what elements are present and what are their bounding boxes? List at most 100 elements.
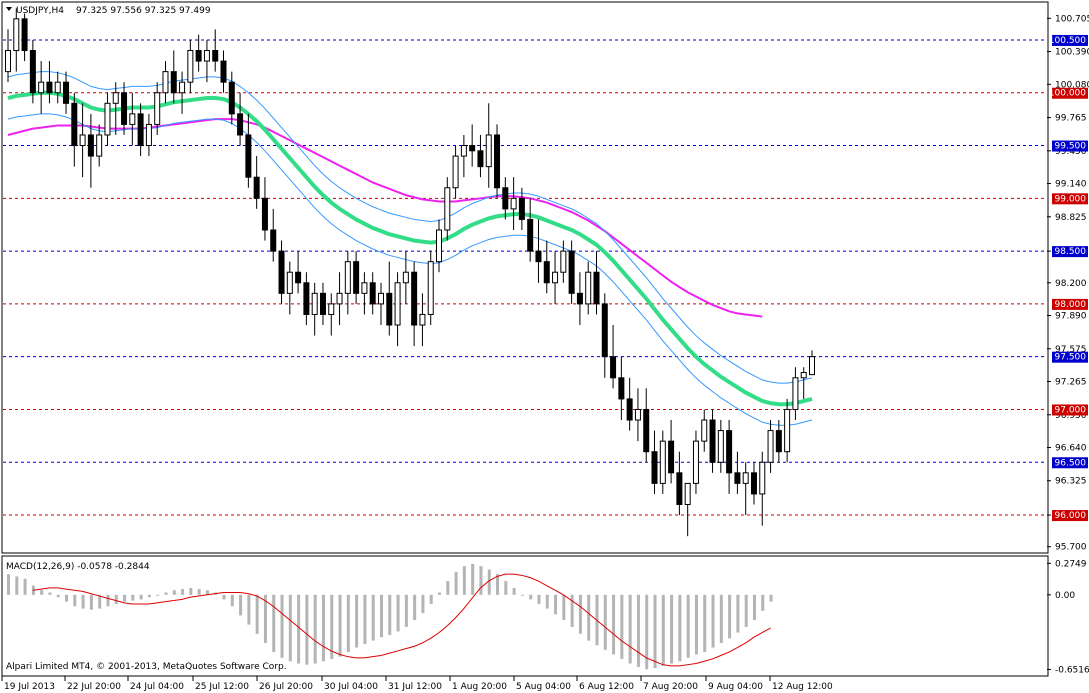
candle-body [784, 408, 791, 453]
level-price-box [1052, 87, 1088, 99]
macd-histogram-bar [496, 574, 500, 595]
price-tick-label: 96.325 [1055, 477, 1087, 487]
candle-body [750, 472, 757, 495]
macd-histogram-bar [645, 594, 649, 670]
macd-histogram-bar [73, 594, 77, 607]
candle-body [535, 250, 542, 263]
macd-histogram-bar [297, 594, 301, 664]
candle-body [154, 92, 161, 125]
macd-histogram-bar [355, 594, 359, 648]
level-price-label: 98.000 [1055, 300, 1087, 310]
macd-histogram-bar [438, 592, 442, 595]
macd-histogram-bar [587, 594, 591, 641]
macd-histogram-bar [181, 589, 185, 595]
macd-histogram-bar [694, 594, 698, 655]
candle-body [5, 50, 11, 73]
macd-histogram-bar [98, 594, 102, 609]
candle-body [618, 377, 625, 400]
candle-body [568, 250, 575, 294]
level-price-box [1052, 351, 1088, 363]
candle-body [651, 451, 658, 484]
macd-histogram-bar [40, 590, 44, 595]
candle-body [253, 176, 260, 199]
candle-body [319, 292, 326, 315]
macd-histogram-bar [471, 563, 475, 595]
macd-histogram-bar [711, 594, 715, 648]
price-tick-label: 100.080 [1055, 80, 1089, 90]
candle-body [427, 261, 434, 315]
candle-body [38, 81, 45, 94]
macd-histogram-bar [578, 594, 582, 634]
macd-histogram-bar [81, 594, 85, 609]
candle-body [377, 292, 384, 305]
candle-body [411, 271, 418, 326]
candle-body [203, 50, 210, 62]
macd-histogram-bar [404, 594, 408, 627]
candle-body [659, 440, 666, 484]
level-price-box [1052, 193, 1088, 205]
candle-body [601, 303, 608, 358]
macd-histogram-bar [653, 594, 657, 669]
macd-histogram-bar [106, 594, 110, 607]
level-price-box [1052, 404, 1088, 416]
candle-body [610, 356, 617, 379]
macd-histogram-bar [454, 571, 458, 595]
macd-histogram-bar [678, 594, 682, 662]
candle-body [96, 134, 103, 157]
candle-body [676, 472, 683, 505]
time-tick-label: 1 Aug 20:00 [452, 682, 507, 692]
macd-histogram-bar [504, 581, 508, 595]
macd-histogram-bar [164, 592, 168, 595]
moving-averages [7, 71, 813, 426]
candle-body [668, 440, 675, 474]
macd-histogram-bar [396, 594, 400, 632]
macd-histogram-bar [719, 594, 723, 643]
time-tick-label: 12 Aug 12:00 [772, 682, 833, 692]
candle-body [709, 419, 716, 463]
macd-histogram-bar [371, 594, 375, 641]
macd-histogram-bar [131, 594, 135, 601]
chart-dropdown-icon[interactable] [6, 7, 12, 11]
candle-body [593, 271, 600, 305]
main-pane-frame [1, 1, 1049, 554]
candle-body [518, 197, 525, 220]
candle-body [585, 271, 592, 305]
candle-body [809, 356, 815, 376]
level-price-label: 100.000 [1049, 89, 1086, 99]
candle-body [800, 372, 807, 379]
candle-body [386, 292, 393, 326]
candle-body [295, 271, 302, 284]
macd-histogram-bar [554, 594, 558, 615]
time-tick-label: 30 Jul 04:00 [324, 682, 378, 692]
macd-histogram-bar [620, 594, 624, 659]
macd-histogram-bar [363, 594, 367, 645]
price-tick-label: 97.890 [1055, 312, 1087, 322]
candle-body [527, 218, 534, 252]
candle-body [692, 440, 699, 484]
candle-body [560, 250, 567, 273]
macd-histogram-bar [272, 594, 276, 653]
macd-pane: 0.2749 0.00 -0.6516 [7, 559, 1089, 675]
price-tick-label: 99.450 [1055, 147, 1087, 157]
price-tick-label: 97.265 [1055, 377, 1087, 387]
time-tick-label: 22 Jul 20:00 [67, 682, 121, 692]
candles [5, 8, 815, 537]
macd-histogram-bar [736, 594, 740, 633]
macd-histogram-bar [156, 594, 160, 596]
macd-histogram-bar [147, 594, 151, 598]
candle-body [286, 271, 293, 294]
price-tick-label: 99.765 [1055, 114, 1087, 124]
candle-body [79, 134, 86, 147]
candle-body [576, 292, 583, 305]
candle-body [245, 134, 252, 178]
macd-histogram-bar [612, 594, 616, 655]
macd-signal-line [32, 573, 771, 667]
level-price-label: 96.000 [1055, 511, 1087, 521]
level-price-label: 99.500 [1055, 142, 1087, 152]
level-price-box [1052, 246, 1088, 258]
level-price-box [1052, 298, 1088, 310]
macd-histogram-bar [537, 594, 541, 604]
macd-histogram-bar [123, 594, 127, 602]
candle-body [634, 408, 641, 421]
